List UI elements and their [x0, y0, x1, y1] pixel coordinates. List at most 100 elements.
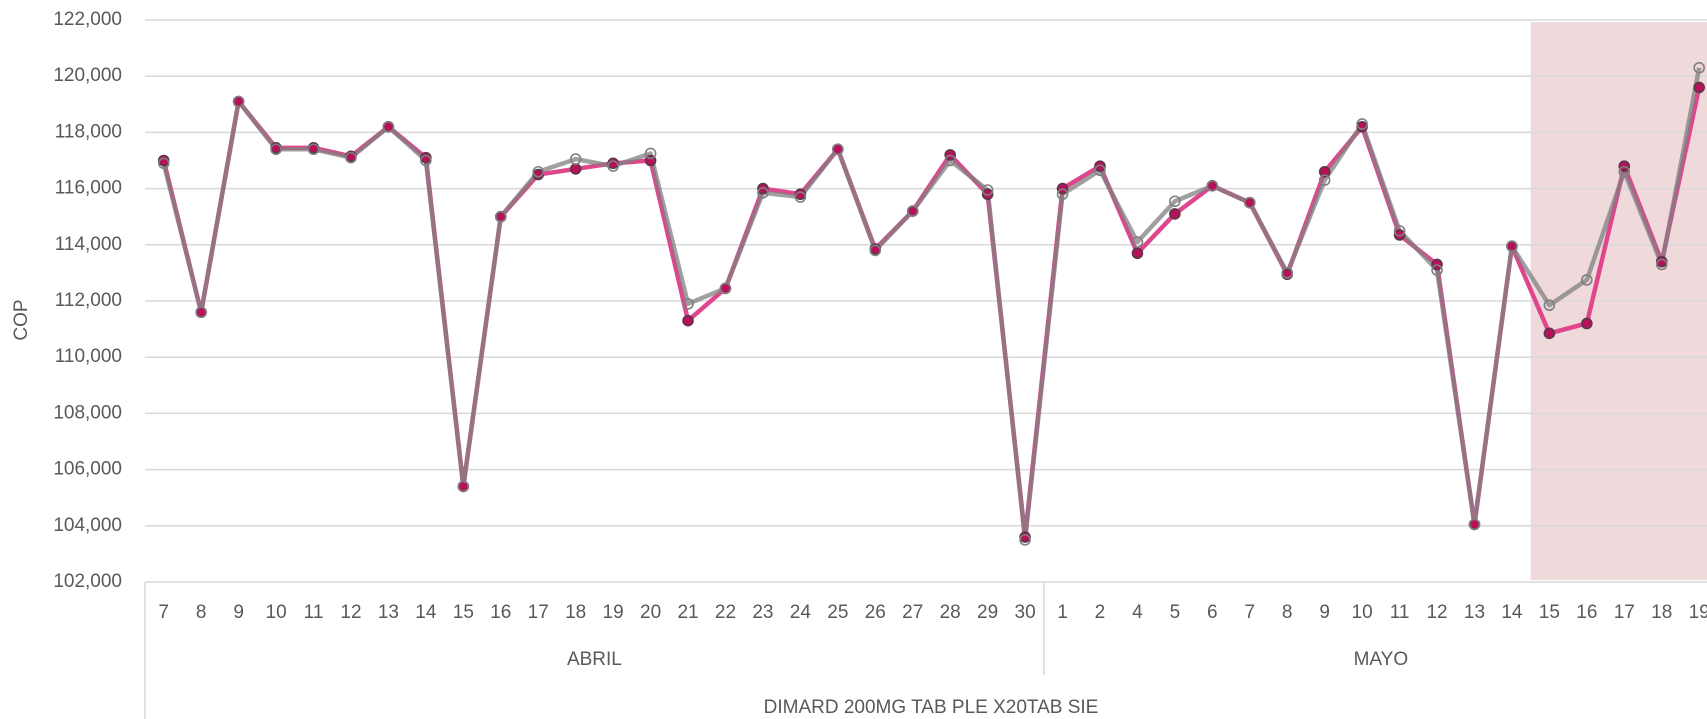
y-tick-label: 108,000 — [53, 402, 122, 423]
data-point — [757, 187, 769, 199]
x-tick-label: 15 — [1539, 602, 1560, 623]
x-tick-label: 18 — [565, 602, 586, 623]
x-tick-label: 24 — [790, 602, 812, 623]
data-point — [1468, 518, 1481, 531]
outer-group-label: DIMARD 200MG TAB PLE X20TAB SIE — [764, 697, 1099, 718]
group-label: MAYO — [1354, 649, 1409, 670]
x-tick-label: 25 — [827, 602, 848, 623]
data-point — [1543, 327, 1556, 340]
y-tick-label: 104,000 — [53, 515, 122, 536]
data-point — [644, 147, 657, 160]
y-tick-label: 122,000 — [53, 9, 122, 30]
x-tick-label: 26 — [865, 602, 886, 623]
y-tick-label: 102,000 — [53, 571, 122, 592]
data-point — [682, 298, 694, 310]
data-point — [1655, 258, 1668, 271]
x-tick-label: 11 — [1390, 602, 1410, 623]
data-point — [270, 143, 282, 156]
x-tick-label: 10 — [1352, 602, 1373, 623]
x-tick-label: 15 — [453, 602, 474, 623]
data-point — [1056, 188, 1069, 201]
x-tick-label: 6 — [1207, 602, 1218, 623]
data-point — [494, 210, 507, 223]
data-point — [232, 95, 245, 108]
data-point — [1431, 264, 1443, 276]
data-point — [420, 154, 432, 167]
data-point — [794, 191, 807, 203]
x-tick-label: 17 — [1614, 602, 1635, 623]
x-tick-label: 30 — [1015, 602, 1036, 623]
data-point — [532, 165, 545, 178]
y-tick-label: 120,000 — [53, 65, 122, 86]
y-tick-label: 110,000 — [55, 346, 122, 367]
x-tick-label: 27 — [902, 602, 923, 623]
group-label: ABRIL — [567, 649, 622, 670]
data-point — [307, 143, 320, 156]
data-point — [1543, 299, 1556, 312]
data-point — [1581, 317, 1593, 330]
data-point — [382, 120, 395, 133]
x-tick-label: 17 — [528, 602, 549, 623]
x-tick-label: 4 — [1132, 602, 1143, 623]
data-point — [195, 306, 207, 319]
data-point — [345, 151, 357, 164]
x-tick-label: 13 — [378, 602, 399, 623]
data-point — [869, 244, 882, 257]
data-point — [569, 153, 582, 165]
data-point — [1131, 247, 1144, 260]
data-point — [1243, 196, 1256, 209]
x-tick-label: 23 — [752, 602, 773, 623]
data-point — [1356, 118, 1368, 130]
y-tick-label: 118,000 — [55, 121, 122, 142]
y-tick-label: 116,000 — [55, 178, 122, 199]
data-point — [1131, 236, 1144, 248]
data-point — [1019, 534, 1031, 546]
data-point — [1318, 165, 1331, 178]
x-tick-label: 12 — [340, 602, 361, 623]
x-tick-label: 8 — [1282, 602, 1293, 623]
x-tick-label: 28 — [940, 602, 961, 623]
x-tick-label: 10 — [266, 602, 287, 623]
data-point — [1169, 208, 1181, 220]
x-tick-label: 7 — [158, 602, 169, 623]
y-tick-label: 112,000 — [55, 290, 122, 311]
data-point — [1169, 195, 1181, 208]
x-tick-label: 18 — [1651, 602, 1672, 623]
x-tick-label: 11 — [304, 602, 324, 623]
x-tick-label: 1 — [1057, 602, 1068, 623]
x-tick-label: 16 — [490, 602, 511, 623]
data-point — [682, 314, 694, 327]
data-point — [607, 160, 619, 172]
x-tick-label: 14 — [1501, 602, 1523, 623]
x-tick-label: 21 — [677, 602, 698, 623]
x-tick-label: 13 — [1464, 602, 1485, 623]
data-point — [906, 205, 919, 217]
data-point — [1206, 179, 1219, 192]
data-point — [1281, 267, 1294, 279]
data-point — [1581, 274, 1593, 286]
y-tick-label: 114,000 — [55, 234, 122, 255]
data-point — [1318, 174, 1331, 186]
x-tick-label: 16 — [1576, 602, 1597, 623]
x-tick-label: 7 — [1244, 602, 1255, 623]
y-axis-label: COP — [11, 299, 32, 340]
data-point — [157, 157, 170, 170]
x-tick-label: 8 — [196, 602, 207, 623]
x-tick-label: 29 — [977, 602, 998, 623]
x-tick-label: 19 — [1689, 602, 1707, 623]
x-tick-label: 2 — [1095, 602, 1106, 623]
x-tick-label: 14 — [415, 602, 437, 623]
x-tick-label: 19 — [603, 602, 624, 623]
x-tick-label: 22 — [715, 602, 736, 623]
x-tick-label: 12 — [1426, 602, 1447, 623]
data-point — [981, 184, 994, 196]
data-point — [832, 143, 844, 156]
data-point — [457, 480, 470, 493]
series-line — [161, 67, 1702, 543]
data-point — [719, 282, 732, 295]
data-point — [1094, 164, 1106, 177]
data-point — [1693, 81, 1705, 94]
x-tick-label: 20 — [640, 602, 661, 623]
data-point — [1393, 224, 1406, 237]
